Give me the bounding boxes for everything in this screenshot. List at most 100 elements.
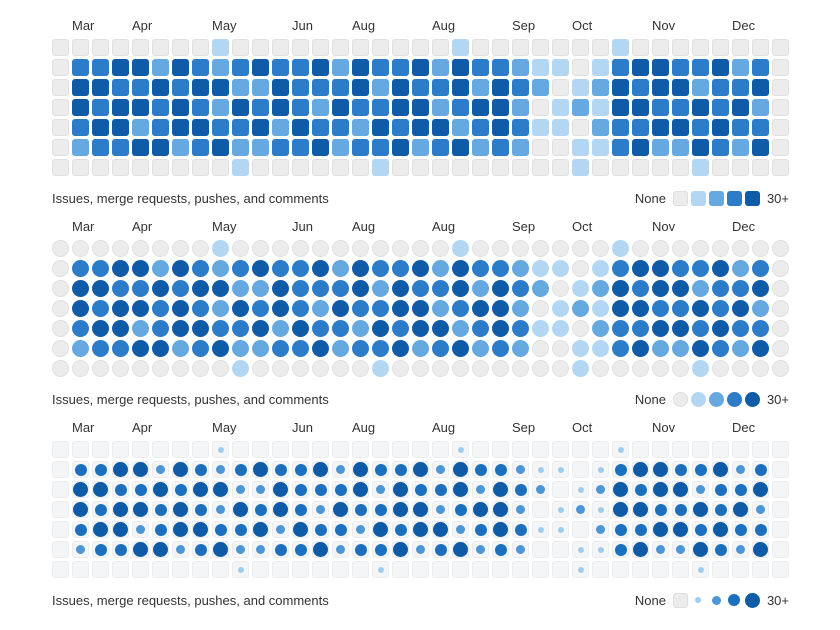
day-cell[interactable] xyxy=(772,461,789,478)
day-cell[interactable] xyxy=(752,240,769,257)
day-cell[interactable] xyxy=(412,320,429,337)
day-cell[interactable] xyxy=(432,360,449,377)
day-cell[interactable] xyxy=(632,521,649,538)
day-cell[interactable] xyxy=(132,360,149,377)
day-cell[interactable] xyxy=(232,320,249,337)
day-cell[interactable] xyxy=(732,501,749,518)
day-cell[interactable] xyxy=(672,39,689,56)
day-cell[interactable] xyxy=(252,541,269,558)
day-cell[interactable] xyxy=(92,461,109,478)
day-cell[interactable] xyxy=(132,441,149,458)
day-cell[interactable] xyxy=(472,320,489,337)
day-cell[interactable] xyxy=(52,139,69,156)
day-cell[interactable] xyxy=(132,541,149,558)
day-cell[interactable] xyxy=(632,139,649,156)
day-cell[interactable] xyxy=(712,59,729,76)
day-cell[interactable] xyxy=(412,521,429,538)
day-cell[interactable] xyxy=(632,320,649,337)
day-cell[interactable] xyxy=(512,501,529,518)
day-cell[interactable] xyxy=(372,240,389,257)
day-cell[interactable] xyxy=(232,79,249,96)
day-cell[interactable] xyxy=(272,159,289,176)
day-cell[interactable] xyxy=(372,461,389,478)
day-cell[interactable] xyxy=(492,521,509,538)
day-cell[interactable] xyxy=(392,79,409,96)
day-cell[interactable] xyxy=(432,39,449,56)
day-cell[interactable] xyxy=(112,260,129,277)
day-cell[interactable] xyxy=(652,320,669,337)
day-cell[interactable] xyxy=(232,501,249,518)
day-cell[interactable] xyxy=(772,300,789,317)
day-cell[interactable] xyxy=(272,300,289,317)
day-cell[interactable] xyxy=(752,39,769,56)
day-cell[interactable] xyxy=(292,300,309,317)
day-cell[interactable] xyxy=(192,340,209,357)
day-cell[interactable] xyxy=(692,561,709,578)
day-cell[interactable] xyxy=(452,39,469,56)
day-cell[interactable] xyxy=(52,159,69,176)
day-cell[interactable] xyxy=(72,521,89,538)
day-cell[interactable] xyxy=(132,280,149,297)
day-cell[interactable] xyxy=(652,561,669,578)
day-cell[interactable] xyxy=(172,300,189,317)
day-cell[interactable] xyxy=(772,501,789,518)
day-cell[interactable] xyxy=(332,441,349,458)
day-cell[interactable] xyxy=(312,280,329,297)
day-cell[interactable] xyxy=(652,260,669,277)
day-cell[interactable] xyxy=(532,320,549,337)
day-cell[interactable] xyxy=(452,59,469,76)
day-cell[interactable] xyxy=(752,501,769,518)
day-cell[interactable] xyxy=(572,481,589,498)
day-cell[interactable] xyxy=(272,139,289,156)
day-cell[interactable] xyxy=(92,561,109,578)
day-cell[interactable] xyxy=(612,541,629,558)
day-cell[interactable] xyxy=(332,300,349,317)
day-cell[interactable] xyxy=(132,260,149,277)
day-cell[interactable] xyxy=(672,521,689,538)
day-cell[interactable] xyxy=(152,300,169,317)
day-cell[interactable] xyxy=(752,320,769,337)
day-cell[interactable] xyxy=(572,340,589,357)
day-cell[interactable] xyxy=(692,360,709,377)
day-cell[interactable] xyxy=(352,240,369,257)
day-cell[interactable] xyxy=(712,260,729,277)
day-cell[interactable] xyxy=(372,139,389,156)
day-cell[interactable] xyxy=(112,280,129,297)
day-cell[interactable] xyxy=(232,119,249,136)
day-cell[interactable] xyxy=(372,320,389,337)
day-cell[interactable] xyxy=(292,541,309,558)
day-cell[interactable] xyxy=(652,441,669,458)
day-cell[interactable] xyxy=(352,99,369,116)
day-cell[interactable] xyxy=(632,119,649,136)
day-cell[interactable] xyxy=(672,320,689,337)
day-cell[interactable] xyxy=(212,260,229,277)
day-cell[interactable] xyxy=(212,501,229,518)
day-cell[interactable] xyxy=(732,561,749,578)
day-cell[interactable] xyxy=(652,159,669,176)
day-cell[interactable] xyxy=(212,340,229,357)
day-cell[interactable] xyxy=(52,340,69,357)
day-cell[interactable] xyxy=(632,99,649,116)
day-cell[interactable] xyxy=(412,481,429,498)
day-cell[interactable] xyxy=(712,99,729,116)
day-cell[interactable] xyxy=(312,521,329,538)
day-cell[interactable] xyxy=(232,39,249,56)
day-cell[interactable] xyxy=(632,260,649,277)
day-cell[interactable] xyxy=(252,39,269,56)
day-cell[interactable] xyxy=(172,521,189,538)
day-cell[interactable] xyxy=(212,139,229,156)
day-cell[interactable] xyxy=(172,39,189,56)
day-cell[interactable] xyxy=(112,119,129,136)
day-cell[interactable] xyxy=(72,461,89,478)
day-cell[interactable] xyxy=(372,541,389,558)
day-cell[interactable] xyxy=(312,39,329,56)
day-cell[interactable] xyxy=(692,300,709,317)
day-cell[interactable] xyxy=(112,99,129,116)
day-cell[interactable] xyxy=(492,340,509,357)
day-cell[interactable] xyxy=(152,541,169,558)
day-cell[interactable] xyxy=(692,159,709,176)
day-cell[interactable] xyxy=(752,79,769,96)
day-cell[interactable] xyxy=(512,39,529,56)
day-cell[interactable] xyxy=(352,300,369,317)
day-cell[interactable] xyxy=(612,39,629,56)
